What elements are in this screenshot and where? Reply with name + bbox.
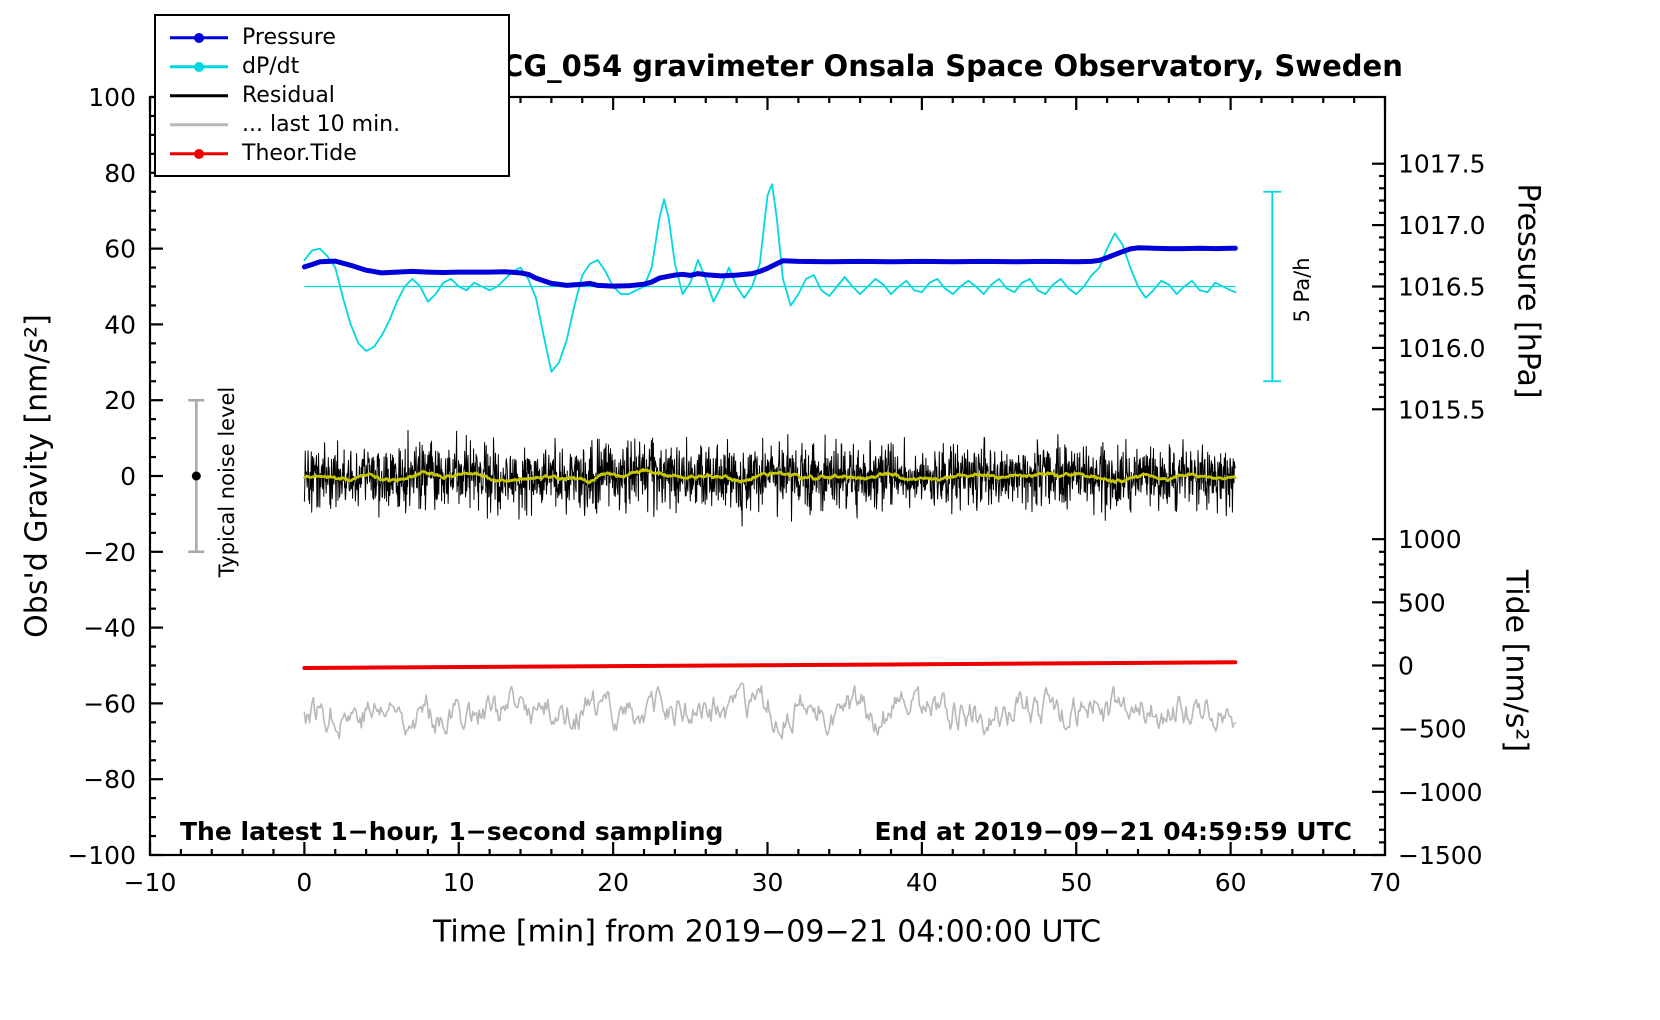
svg-text:10: 10 (443, 868, 475, 897)
svg-text:40: 40 (906, 868, 938, 897)
legend-item-dpdt: dP/dt (156, 52, 508, 81)
last10min-line-icon (156, 110, 242, 139)
legend-label: dP/dt (242, 54, 300, 79)
svg-text:0: 0 (120, 462, 136, 491)
legend-item-last10min: ... last 10 min. (156, 110, 508, 139)
svg-text:1017.0: 1017.0 (1398, 211, 1485, 240)
dpdt-series (303, 183, 1237, 373)
x-axis-title: Time [min] from 2019−09−21 04:00:00 UTC (432, 914, 1102, 950)
svg-text:70: 70 (1369, 868, 1401, 897)
dpdt-line-icon (156, 52, 242, 81)
chart-title: SCG_054 gravimeter Onsala Space Observat… (481, 49, 1403, 83)
svg-text:−1000: −1000 (1398, 778, 1483, 807)
svg-text:0: 0 (1398, 652, 1414, 681)
sampling-note: The latest 1−hour, 1−second sampling (180, 817, 724, 846)
svg-text:20: 20 (597, 868, 629, 897)
svg-text:1015.5: 1015.5 (1398, 395, 1485, 424)
svg-text:−100: −100 (67, 841, 136, 870)
y-axis-title-pressure: Pressure [hPa] (1510, 183, 1546, 399)
svg-text:30: 30 (752, 868, 784, 897)
typical-noise-level-label: Typical noise level (215, 386, 239, 578)
typical-noise-level-bar (188, 398, 205, 554)
theor-tide-series (302, 660, 1238, 670)
residual-line-icon (156, 81, 242, 110)
svg-text:80: 80 (104, 159, 136, 188)
legend-label: Pressure (242, 25, 336, 50)
last10min-series (303, 682, 1237, 740)
y-axis-title-tide: Tide [nm/s²] (1498, 569, 1534, 753)
svg-text:500: 500 (1398, 588, 1446, 617)
pressure-line-icon (156, 23, 242, 52)
residual-smoothed-series (303, 467, 1237, 485)
theor-tide-line-icon (156, 139, 242, 168)
svg-text:40: 40 (104, 310, 136, 339)
svg-text:−60: −60 (83, 689, 136, 718)
svg-text:−20: −20 (83, 538, 136, 567)
svg-text:1000: 1000 (1398, 525, 1462, 554)
svg-text:1017.5: 1017.5 (1398, 150, 1485, 179)
pressure-rate-scale-bar (1263, 190, 1282, 383)
svg-text:−1500: −1500 (1398, 841, 1483, 870)
end-time-note: End at 2019−09−21 04:59:59 UTC (874, 817, 1352, 846)
svg-text:−80: −80 (83, 765, 136, 794)
svg-text:1016.5: 1016.5 (1398, 273, 1485, 302)
y-axis-title-gravity: Obs'd Gravity [nm/s²] (19, 314, 55, 638)
legend-label: ... last 10 min. (242, 112, 401, 137)
pressure-series (301, 245, 1238, 289)
svg-text:100: 100 (88, 83, 136, 112)
legend: Pressure dP/dt Residual ... last 10 min.… (154, 14, 510, 177)
legend-item-theor-tide: Theor.Tide (156, 139, 508, 168)
svg-text:20: 20 (104, 386, 136, 415)
svg-text:60: 60 (1215, 868, 1247, 897)
legend-item-residual: Residual (156, 81, 508, 110)
svg-text:0: 0 (296, 868, 312, 897)
pressure-rate-scale-label: 5 Pa/h (1290, 257, 1314, 323)
svg-text:1016.0: 1016.0 (1398, 334, 1485, 363)
residual-series (303, 429, 1236, 527)
axes: −10 0 10 20 30 40 50 60 70−100−80−60−40−20020406… (67, 83, 1485, 897)
svg-text:−500: −500 (1398, 715, 1467, 744)
svg-text:−10: −10 (124, 868, 177, 897)
legend-label: Residual (242, 83, 335, 108)
svg-text:60: 60 (104, 235, 136, 264)
svg-text:50: 50 (1060, 868, 1092, 897)
legend-label: Theor.Tide (242, 141, 357, 166)
legend-item-pressure: Pressure (156, 23, 508, 52)
svg-text:−40: −40 (83, 614, 136, 643)
